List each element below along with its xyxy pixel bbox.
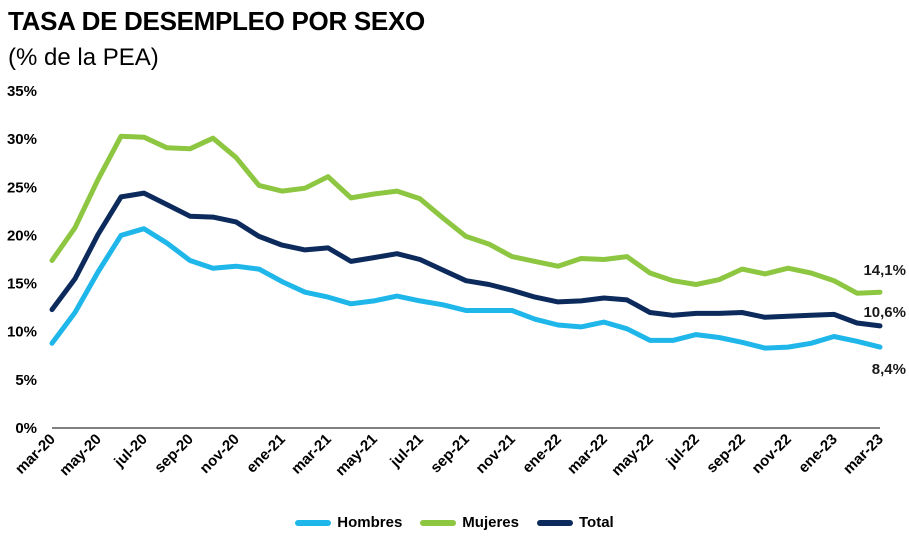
data-label-hombres: 8,4% (872, 361, 906, 378)
data-label-total: 10,6% (863, 304, 906, 321)
legend-item-hombres: Hombres (295, 514, 402, 531)
x-tick-label: may-20 (56, 431, 105, 480)
y-tick-label: 10% (7, 324, 37, 341)
y-tick-label: 0% (15, 420, 37, 437)
series-line-mujeres (49, 133, 883, 296)
x-tick-label: ene-21 (243, 431, 289, 477)
x-tick-label: ene-23 (795, 431, 841, 477)
x-tick-label: mar-20 (12, 431, 59, 478)
legend-item-total: Total (537, 514, 614, 531)
x-tick-label: nov-20 (197, 431, 243, 477)
x-tick-label: sep-20 (151, 431, 197, 477)
x-tick-label: jul-20 (110, 431, 150, 471)
y-tick-label: 20% (7, 227, 37, 244)
legend-label-mujeres: Mujeres (462, 514, 519, 531)
x-tick-label: jul-21 (386, 431, 426, 471)
legend-label-hombres: Hombres (337, 514, 403, 531)
series-line-hombres (49, 226, 883, 351)
x-tick-label: jul-22 (662, 431, 702, 471)
y-tick-label: 25% (7, 179, 37, 196)
legend: Hombres Mujeres Total (0, 514, 909, 531)
data-label-mujeres: 14,1% (863, 262, 906, 279)
legend-item-mujeres: Mujeres (420, 514, 519, 531)
y-tick-label: 15% (7, 276, 37, 293)
x-tick-label: sep-21 (427, 431, 473, 477)
y-tick-label: 35% (7, 83, 37, 100)
legend-label-total: Total (579, 514, 614, 531)
x-tick-label: nov-21 (473, 431, 519, 477)
x-tick-label: mar-21 (288, 431, 335, 478)
y-tick-label: 5% (15, 372, 37, 389)
x-tick-label: ene-22 (519, 431, 565, 477)
x-tick-label: may-22 (608, 431, 657, 480)
x-tick-label: may-21 (332, 431, 381, 480)
chart-subtitle: (% de la PEA) (8, 44, 159, 71)
legend-swatch-hombres (295, 519, 332, 526)
y-tick-label: 30% (7, 131, 37, 148)
series-line-total (49, 190, 883, 329)
x-tick-label: mar-22 (564, 431, 611, 478)
legend-swatch-total (537, 519, 573, 526)
x-tick-label: nov-22 (749, 431, 795, 477)
x-tick-label: mar-23 (840, 431, 887, 478)
chart-title: TASA DE DESEMPLEO POR SEXO (8, 6, 425, 36)
legend-swatch-mujeres (420, 519, 457, 526)
x-tick-label: sep-22 (703, 431, 749, 477)
